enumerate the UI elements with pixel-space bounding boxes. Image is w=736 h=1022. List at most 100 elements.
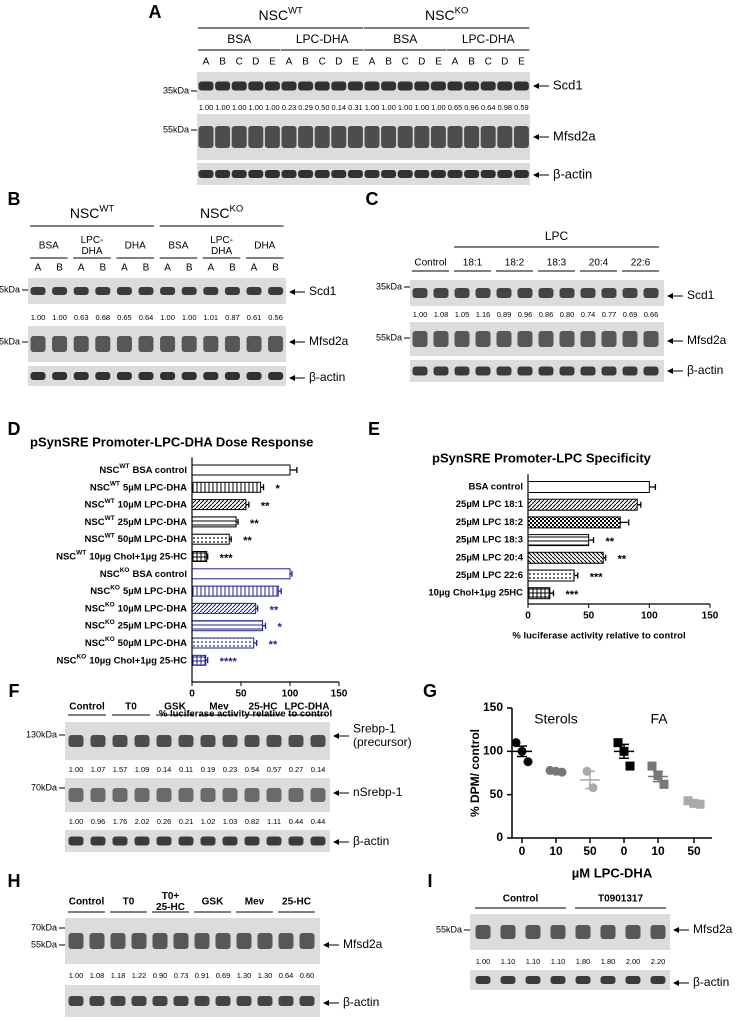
band <box>310 788 326 802</box>
band <box>454 331 470 347</box>
label-part: 10µg Chol+1µg 25-HC <box>89 551 187 562</box>
point <box>695 799 705 809</box>
quant-value: 1.08 <box>434 310 449 319</box>
lane-label: A <box>121 263 128 274</box>
error-bar <box>551 769 561 773</box>
band <box>257 996 273 1006</box>
label-part: NSC <box>85 534 105 545</box>
protein-label: (precursor) <box>353 735 412 749</box>
band <box>215 996 231 1006</box>
band <box>266 836 282 846</box>
error-bar <box>255 605 259 612</box>
band <box>95 372 111 380</box>
group-label: LPC <box>545 229 569 243</box>
band <box>215 126 231 148</box>
treatment: T0901317 <box>598 894 643 905</box>
band <box>298 81 314 91</box>
panel-label: I <box>427 871 432 891</box>
quant-value: 0.50 <box>315 103 330 112</box>
lane-label: B <box>302 57 309 68</box>
lane-label: A <box>286 57 293 68</box>
band <box>500 925 516 939</box>
band <box>497 170 513 178</box>
band <box>538 331 554 347</box>
bar <box>191 551 208 562</box>
band <box>268 372 284 380</box>
category-label: NSCKO 50µM LPC-DHA <box>85 636 187 649</box>
band <box>30 372 46 380</box>
quant-value: 1.03 <box>223 817 238 826</box>
quant-value: 1.00 <box>160 313 175 322</box>
quant-value: 0.57 <box>267 765 282 774</box>
bar <box>527 481 650 493</box>
band <box>381 126 397 148</box>
band <box>622 331 638 347</box>
bar <box>527 534 590 547</box>
band <box>246 336 262 352</box>
label-part: 50µM LPC-DHA <box>118 534 187 545</box>
band <box>331 126 347 148</box>
treatment: LPC- <box>210 235 233 246</box>
treatment: 25-HC <box>249 702 278 713</box>
band <box>281 126 297 148</box>
quant-value: 0.86 <box>539 310 554 319</box>
band <box>231 81 247 91</box>
point <box>647 761 657 771</box>
label-sup: KO <box>455 5 469 16</box>
band <box>160 372 176 380</box>
band <box>73 287 89 295</box>
error-bar <box>262 622 267 629</box>
point <box>613 738 623 748</box>
band <box>475 925 491 939</box>
kda-marker: 55kDa <box>376 332 402 342</box>
band <box>90 788 106 802</box>
significance: *** <box>220 552 234 564</box>
quant-value: 2.02 <box>135 817 150 826</box>
x-tick-label: 10 <box>651 844 665 858</box>
x-tick-label: 0 <box>189 689 195 700</box>
quant-value: 1.07 <box>91 765 106 774</box>
label-part: 25µM LPC-DHA <box>118 620 187 631</box>
quant-value: 0.14 <box>157 765 172 774</box>
band <box>116 287 132 295</box>
protein-label: Scd1 <box>687 288 715 302</box>
lane-label: E <box>352 57 359 68</box>
quant-value: 1.10 <box>551 957 566 966</box>
arrow-head <box>673 980 679 986</box>
protein-label: Scd1 <box>553 77 583 92</box>
band <box>433 288 449 298</box>
band <box>625 976 641 984</box>
quant-value: 1.30 <box>237 971 252 980</box>
band <box>397 81 413 91</box>
label-part: NSC <box>200 205 230 221</box>
arrow-head <box>333 790 339 796</box>
quant-value: 0.23 <box>282 103 297 112</box>
label-part: NSC <box>85 638 105 649</box>
quant-value: 1.00 <box>52 313 67 322</box>
band <box>433 331 449 347</box>
blot <box>197 72 530 100</box>
band <box>112 836 128 846</box>
band <box>203 336 219 352</box>
quant-value: 1.00 <box>413 310 428 319</box>
band <box>575 925 591 939</box>
band <box>464 81 480 91</box>
quant-value: 0.63 <box>74 313 89 322</box>
band <box>68 788 84 802</box>
band <box>513 81 529 91</box>
lane-label: B <box>143 263 150 274</box>
band <box>412 366 428 376</box>
band <box>580 331 596 347</box>
panel-label: E <box>368 419 380 439</box>
label-sup: WT <box>105 532 115 539</box>
arrow-head <box>333 839 339 845</box>
quant-value: 0.44 <box>289 817 304 826</box>
group-label: Sterols <box>534 711 578 727</box>
error-bar <box>260 484 265 491</box>
quant-value: 2.00 <box>626 957 641 966</box>
label-part: 25µM LPC-DHA <box>118 516 187 527</box>
band <box>246 372 262 380</box>
lane-label: A <box>251 263 258 274</box>
band <box>231 126 247 148</box>
bar <box>191 533 230 545</box>
